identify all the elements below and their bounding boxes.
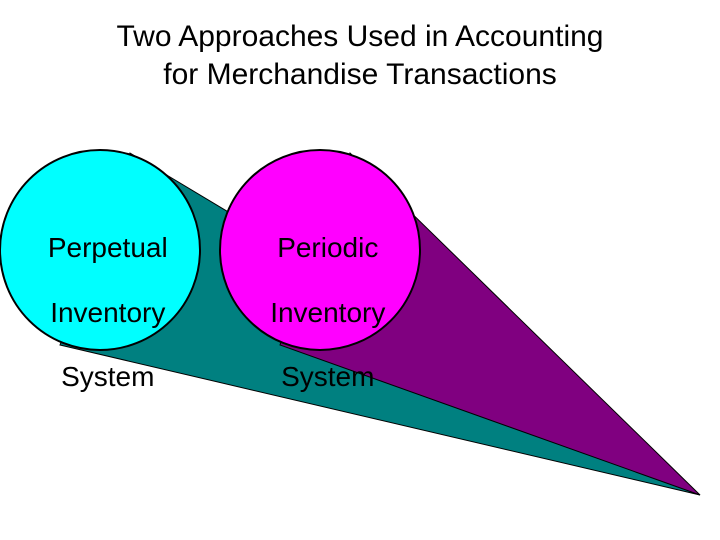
- label-periodic: Periodic Inventory System: [220, 200, 420, 393]
- label-periodic-2: Inventory: [270, 297, 385, 328]
- label-perpetual: Perpetual Inventory System: [0, 200, 200, 393]
- label-perpetual-2: Inventory: [50, 297, 165, 328]
- label-perpetual-3: System: [61, 361, 154, 392]
- label-periodic-3: System: [281, 361, 374, 392]
- label-periodic-1: Periodic: [277, 232, 378, 263]
- label-perpetual-1: Perpetual: [48, 232, 168, 263]
